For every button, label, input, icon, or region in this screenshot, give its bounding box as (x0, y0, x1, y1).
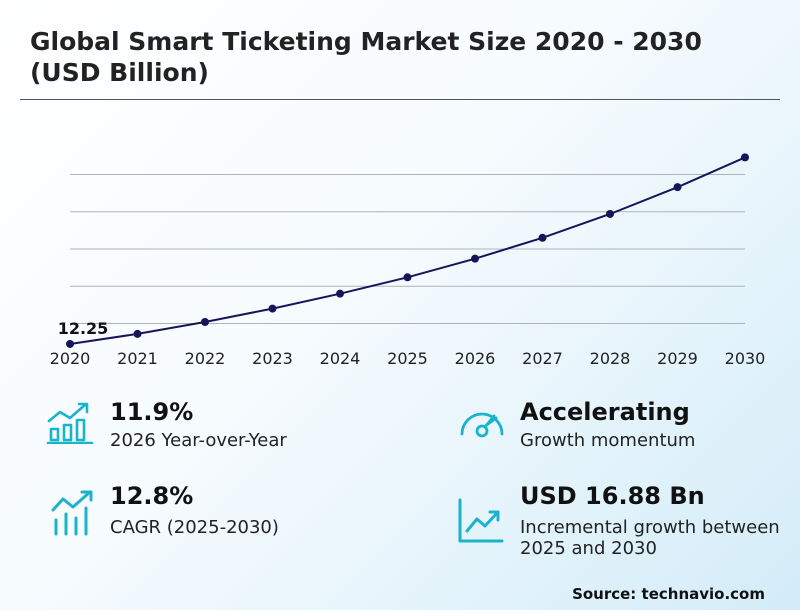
bar-chart-growth-icon (46, 402, 94, 444)
line-chart-up-icon (458, 498, 504, 543)
data-point (741, 153, 749, 162)
data-point (133, 329, 142, 338)
x-tick-label: 2023 (252, 349, 293, 368)
data-point (403, 273, 412, 282)
x-tick-label: 2022 (185, 349, 226, 368)
source-credit: Source: technavio.com (572, 585, 765, 603)
x-tick-label: 2028 (590, 349, 631, 368)
chart-title: Global Smart Ticketing Market Size 2020 … (30, 27, 702, 87)
data-point (538, 233, 547, 242)
x-tick-label: 2030 (725, 349, 766, 368)
stat-cagr-description: CAGR (2025-2030) (110, 517, 279, 538)
speedometer-icon (460, 412, 504, 438)
x-tick-label: 2026 (455, 349, 496, 368)
stat-incremental-value: USD 16.88 Bn (520, 482, 705, 510)
line-chart: 2020 2021 2022 2023 2024 2025 2026 2027 2028 2029… (50, 153, 766, 368)
data-point (66, 339, 74, 348)
x-tick-label: 2021 (117, 349, 158, 368)
x-tick-label: 2020 (50, 349, 91, 368)
x-tick-label: 2027 (522, 349, 563, 368)
x-tick-label: 2025 (387, 349, 428, 368)
data-point (268, 304, 277, 313)
data-point (606, 209, 614, 218)
stat-cagr-value: 12.8% (110, 482, 194, 510)
data-point (673, 183, 682, 192)
x-tick-label: 2024 (320, 349, 361, 368)
stat-incremental-description: Incremental growth between 2025 and 2030 (520, 517, 780, 559)
stat-yoy-value: 11.9% (110, 398, 194, 426)
x-tick-label: 2029 (657, 349, 698, 368)
data-point (471, 254, 479, 263)
series-line (69, 156, 746, 345)
data-point (201, 317, 209, 326)
stat-yoy-description: 2026 Year-over-Year (110, 430, 287, 451)
data-label: 12.25 (58, 319, 109, 338)
trend-bars-icon (51, 490, 93, 536)
stat-momentum-description: Growth momentum (520, 430, 696, 451)
title-divider (20, 99, 780, 100)
data-point (336, 289, 344, 298)
stat-momentum-value: Accelerating (520, 398, 690, 426)
